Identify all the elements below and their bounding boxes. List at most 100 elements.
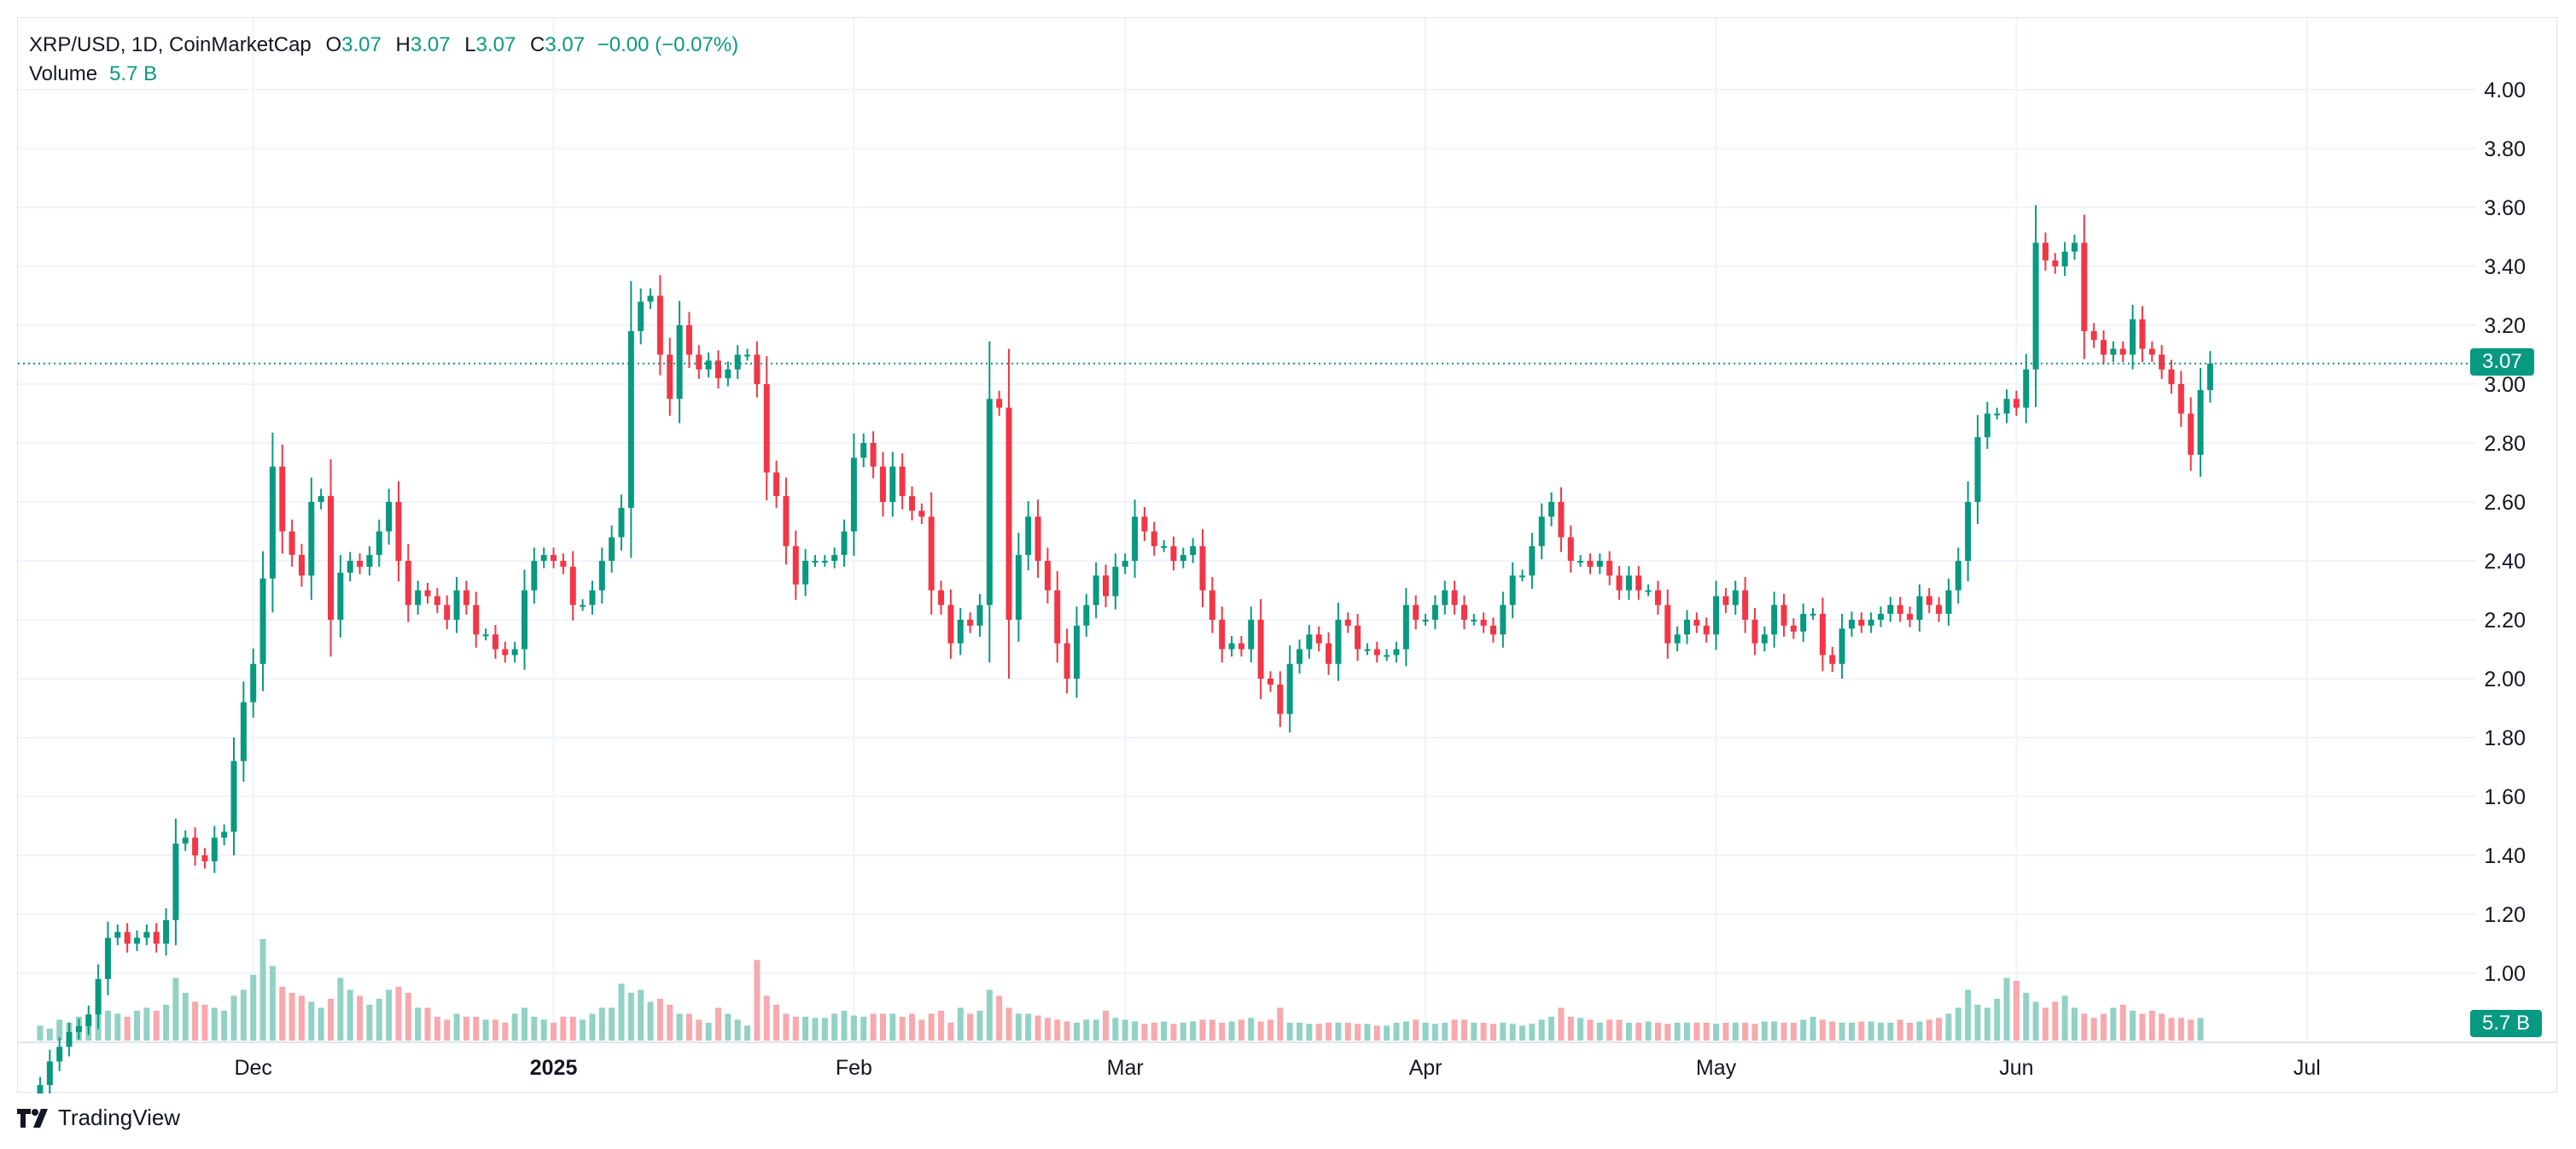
candle-body [1868, 620, 1874, 626]
volume-bar [2130, 1011, 2136, 1041]
candle-body [134, 937, 140, 944]
candle-body [1015, 555, 1022, 620]
candle-body [114, 931, 121, 938]
candle-body [1761, 634, 1768, 644]
candle-body [1529, 545, 1536, 576]
candle-body [424, 590, 431, 597]
volume-bar [1974, 1005, 1981, 1041]
candle-body [627, 330, 634, 508]
candle-body [1442, 590, 1448, 605]
volume-bar [996, 995, 1003, 1041]
candle-body [1926, 596, 1932, 605]
volume-bar [395, 987, 402, 1041]
candle-body [1538, 516, 1545, 546]
candle-body [1344, 620, 1351, 626]
tradingview-brand[interactable]: TradingView [17, 1105, 180, 1131]
volume-bar [744, 1025, 751, 1041]
candle-body [37, 1085, 44, 1094]
volume-bar [415, 1007, 422, 1041]
candle-body [1800, 614, 1807, 632]
volume-bar [2061, 995, 2068, 1041]
candle-body [2072, 242, 2078, 252]
volume-bar [308, 1001, 315, 1041]
volume-bar [1219, 1023, 1226, 1041]
volume-label[interactable]: Volume [29, 62, 98, 85]
candle-body [1635, 575, 1642, 591]
candle-body [153, 931, 160, 944]
candle-body [221, 831, 228, 838]
volume-bar [104, 1011, 111, 1041]
volume-bar [1703, 1023, 1710, 1041]
candle-body [986, 399, 993, 605]
candle-body [1548, 502, 1555, 517]
candle-body [685, 325, 692, 355]
candle-body [1742, 590, 1749, 620]
volume-bar [1916, 1021, 1923, 1041]
candle-body [1684, 620, 1690, 635]
candlestick-chart[interactable]: 4.00 3.80 3.60 3.40 3.20 3.00 2.80 2.60 2.40 2.20… [18, 18, 2558, 1094]
volume-bar [153, 1011, 160, 1041]
candle-body [522, 590, 527, 650]
volume-bar [511, 1013, 518, 1041]
volume-bar [1228, 1021, 1235, 1041]
volume-bar [1664, 1024, 1671, 1041]
volume-bar [1161, 1021, 1168, 1041]
candle-body [104, 937, 111, 979]
volume-bar [1267, 1019, 1273, 1041]
volume-bar [2119, 1005, 2126, 1041]
volume-bar [1674, 1023, 1681, 1041]
candle-body [328, 496, 334, 620]
volume-bar [938, 1011, 945, 1041]
volume-value: 5.7 B [109, 62, 158, 85]
candle-body [1780, 604, 1787, 626]
volume-bar [1654, 1023, 1661, 1041]
candle-body [589, 590, 596, 605]
volume-bar [1054, 1019, 1061, 1041]
volume-bar [1519, 1025, 1526, 1041]
candle-body [1645, 590, 1652, 592]
volume-bar [821, 1018, 828, 1041]
candle-body [1083, 604, 1090, 626]
x-tick-label: Jul [2293, 1056, 2321, 1080]
x-tick-label: May [1696, 1056, 1737, 1080]
candle-body [66, 1032, 73, 1047]
candle-body [357, 561, 364, 567]
volume-bar [1238, 1019, 1244, 1041]
volume-bar [647, 1001, 654, 1041]
volume-bar [2139, 1013, 2146, 1041]
candle-body [551, 555, 557, 561]
candle-body [1945, 590, 1952, 615]
volume-bar [269, 965, 276, 1041]
volume-bar [1141, 1024, 1148, 1041]
volume-bar [182, 993, 189, 1041]
volume-bar [918, 1019, 925, 1041]
volume-bar [889, 1013, 896, 1041]
volume-bar [1093, 1019, 1099, 1041]
volume-bar [715, 1007, 721, 1041]
symbol-label[interactable]: XRP/USD, 1D, CoinMarketCap [29, 33, 312, 56]
volume-bar [1926, 1019, 1932, 1041]
volume-bar [163, 1005, 170, 1041]
volume-bar [463, 1017, 469, 1041]
candle-body [211, 837, 218, 861]
chart-area[interactable]: 4.00 3.80 3.60 3.40 3.20 3.00 2.80 2.60 2.40 2.20… [17, 17, 2558, 1094]
candle-body [1054, 590, 1061, 644]
candle-body [1878, 614, 1884, 620]
volume-bar [870, 1013, 877, 1041]
volume-bar [56, 1019, 63, 1041]
candle-body [482, 634, 489, 637]
candle-body [1219, 620, 1226, 650]
candle-body [1790, 625, 1797, 632]
candle-body [580, 604, 586, 607]
volume-bar [2013, 981, 2019, 1041]
volume-bar [366, 1005, 373, 1041]
low-value: 3.07 [475, 33, 516, 56]
volume-bar [860, 1017, 867, 1041]
candle-body [792, 545, 799, 585]
volume-bar [783, 1013, 790, 1041]
x-tick-label: Apr [1409, 1056, 1442, 1080]
candle-body [1209, 590, 1215, 620]
candle-body [957, 620, 964, 644]
candle-body [182, 837, 189, 844]
candle-body [889, 466, 896, 502]
